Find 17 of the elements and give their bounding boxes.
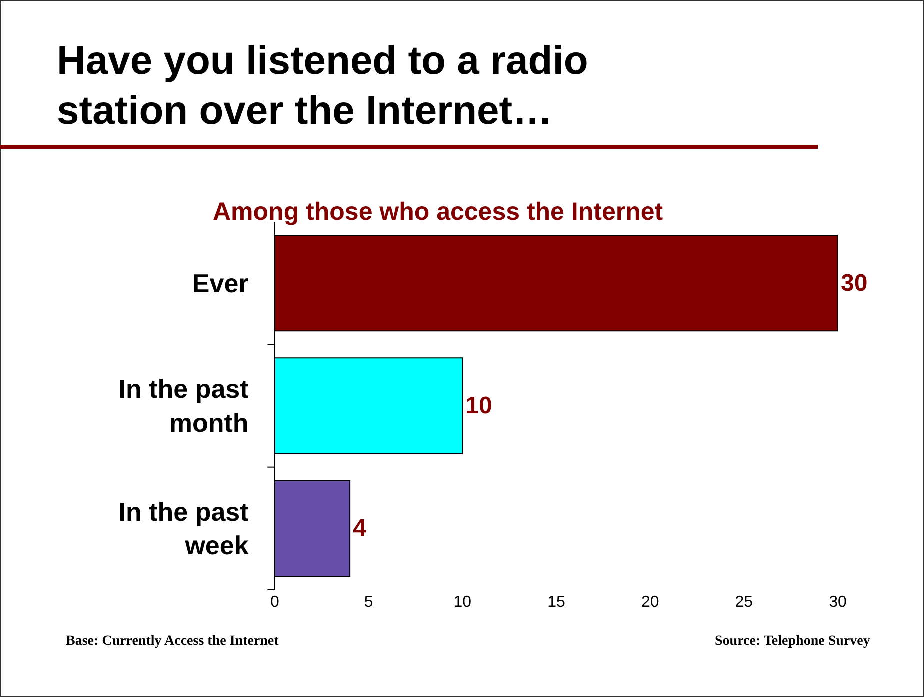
text: Base: Currently Access the Internet [66, 634, 280, 649]
y-tick-label: In the past month [118, 374, 250, 438]
y-tick-label: In the past week [118, 496, 250, 561]
data-label: 30 [841, 270, 868, 297]
x-tick-label: 15 [548, 594, 566, 611]
x-tick-label: 25 [735, 594, 754, 611]
x-tick-label: 20 [641, 594, 660, 611]
x-tick-label: 10 [454, 594, 472, 611]
x-tick-label: 5 [364, 594, 374, 611]
source-note: Source: Telephone Survey [715, 634, 870, 649]
chart-subtitle: Among those who access the Internet [213, 198, 664, 226]
x-tick-label: 0 [270, 594, 280, 611]
x-tick-label: 30 [829, 594, 847, 611]
data-label: 4 [353, 515, 368, 542]
y-tick-label: Ever [192, 268, 249, 298]
chart-title: Have you listened to a radio station over the Internet… [57, 38, 590, 135]
data-label: 10 [466, 392, 492, 420]
